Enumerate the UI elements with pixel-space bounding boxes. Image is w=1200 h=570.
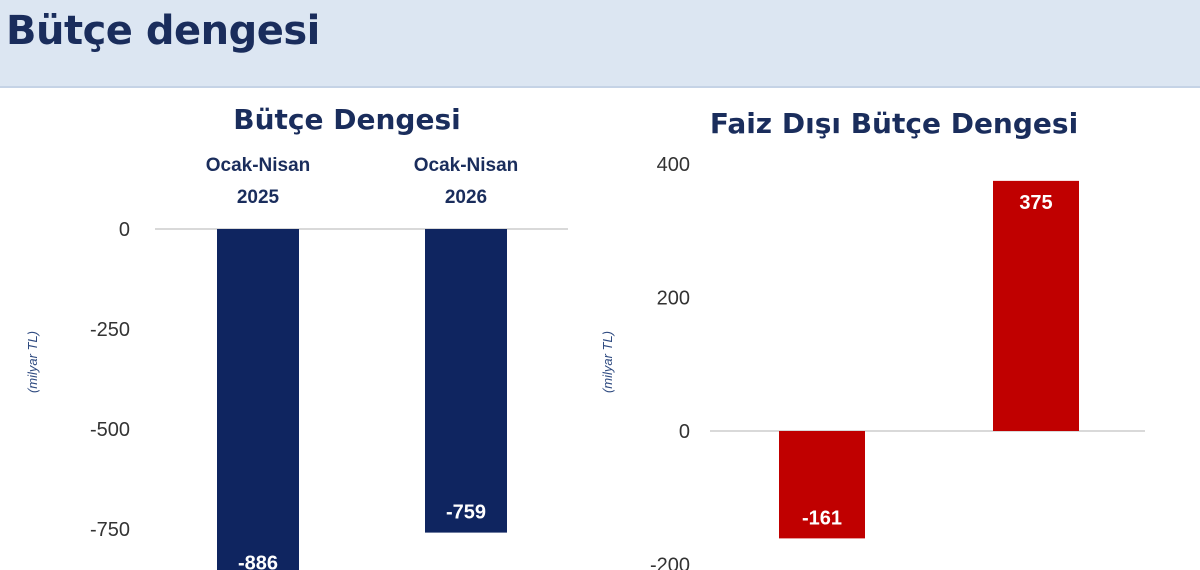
- bar: [425, 229, 507, 533]
- y-tick-label: -200: [650, 554, 690, 570]
- page-title: Bütçe dengesi: [6, 8, 320, 54]
- y-axis-label: (milyar TL): [600, 331, 615, 393]
- y-tick-label: -750: [90, 519, 130, 541]
- y-tick-label: -250: [90, 319, 130, 341]
- y-tick-label: 0: [679, 421, 690, 443]
- data-label: -759: [446, 502, 486, 524]
- y-tick-label: 0: [119, 219, 130, 241]
- primary-budget-balance-chart: Faiz Dışı Bütçe Dengesi (milyar TL) 400 200…: [600, 107, 1145, 570]
- chart-title: Bütçe Dengesi: [233, 103, 460, 136]
- bar: [217, 229, 299, 570]
- data-label: -161: [802, 507, 842, 529]
- category-label: Ocak-Nisan 2025: [206, 155, 311, 208]
- y-tick-label: -500: [90, 419, 130, 441]
- budget-balance-chart: Bütçe Dengesi (milyar TL) 0 -250 -500 -750 Oca…: [25, 103, 568, 570]
- category-label: Ocak-Nisan 2026: [414, 155, 519, 208]
- data-label: -886: [238, 552, 278, 570]
- data-label: 375: [1019, 192, 1052, 214]
- chart-title: Faiz Dışı Bütçe Dengesi: [710, 107, 1078, 140]
- bar: [993, 180, 1079, 431]
- page-header: Bütçe dengesi: [0, 0, 1200, 88]
- y-tick-label: 400: [657, 154, 690, 176]
- y-tick-label: 200: [657, 288, 690, 310]
- bar: [779, 431, 865, 539]
- y-axis-label: (milyar TL): [25, 331, 40, 393]
